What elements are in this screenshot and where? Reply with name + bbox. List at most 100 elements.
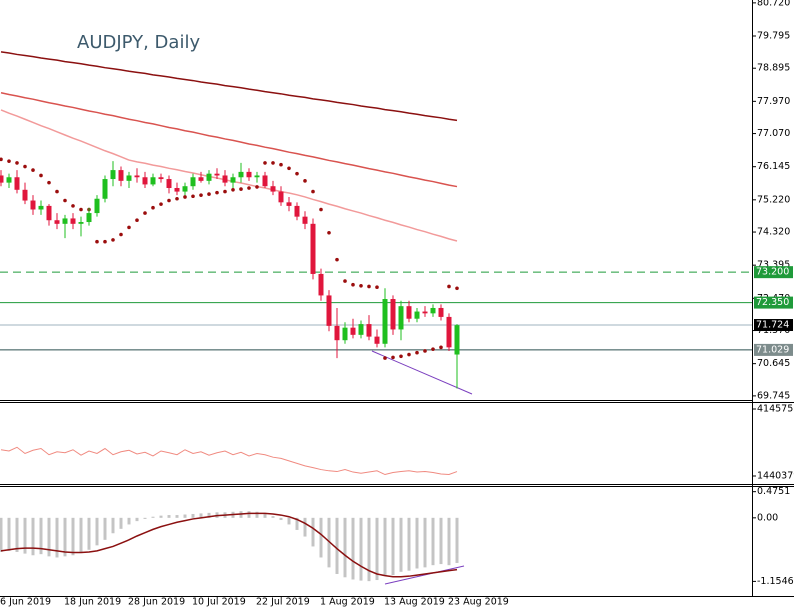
divergence-line (384, 565, 465, 585)
histogram-bar (423, 517, 427, 568)
sar-dot (231, 187, 235, 192)
candle-body (206, 173, 212, 181)
sar-dot (31, 168, 35, 172)
candle-body (46, 205, 52, 221)
sar-dot (295, 171, 299, 176)
histogram-bar (199, 513, 203, 518)
indicator-line (0, 51, 458, 122)
candle-body (166, 179, 172, 189)
sar-dot (183, 195, 187, 199)
sar-dot (55, 189, 59, 194)
x-tick-label: 10 Jul 2019 (192, 597, 246, 608)
candle-body (334, 325, 340, 341)
level-label: 72.350 (756, 297, 789, 308)
sar-dot (135, 218, 139, 223)
candle-body (174, 188, 180, 192)
y-tick-label: 79.795 (757, 30, 790, 41)
y-tick-label: 73.395 (757, 260, 790, 271)
histogram-bar (431, 517, 435, 566)
level-label: 71.724 (756, 320, 789, 331)
sar-dot (95, 239, 99, 244)
histogram-bar (279, 517, 283, 521)
sar-dot (151, 205, 155, 210)
sar-dot (287, 166, 291, 171)
candle-body (270, 186, 276, 192)
x-tick-label: 18 Jun 2019 (64, 597, 121, 608)
sar-dot (327, 230, 331, 235)
sar-dot (351, 282, 355, 287)
histogram-bar (415, 517, 419, 569)
histogram-bar (271, 516, 275, 518)
candle-body (446, 316, 452, 348)
histogram-bar (23, 517, 27, 554)
y-tick-label: 69.745 (757, 390, 790, 401)
y-tick-label: 78.895 (757, 63, 790, 74)
sar-dot (159, 202, 163, 206)
histogram-bar (151, 516, 155, 518)
candle-body (430, 307, 436, 314)
sar-dot (439, 345, 443, 350)
sar-dot (415, 350, 419, 355)
candle-body (102, 179, 108, 199)
histogram-bar (103, 517, 107, 540)
y-tick-label: 77.970 (757, 96, 790, 107)
candle-body (150, 177, 156, 185)
histogram-bar (63, 517, 67, 557)
histogram-bar (31, 517, 35, 556)
sar-dot (103, 239, 107, 244)
level-label-box (754, 343, 793, 356)
candle-body (38, 205, 44, 210)
candle-body (110, 170, 116, 180)
histogram-bar (0, 517, 3, 552)
sar-dot (0, 157, 3, 162)
histogram-bar (391, 517, 395, 576)
sar-dot (119, 232, 123, 237)
histogram-bar (55, 517, 59, 558)
y-tick-label: 74.320 (757, 227, 790, 238)
sar-dot (127, 225, 131, 230)
histogram-bar (7, 517, 11, 551)
sar-dot (71, 204, 75, 208)
candle-body (358, 324, 364, 335)
candle-body (246, 171, 252, 178)
candle-body (198, 177, 204, 181)
x-tick-label: 28 Jun 2019 (128, 597, 185, 608)
sar-dot (239, 187, 243, 191)
candle-body (230, 177, 236, 183)
y-tick-label: 76.145 (757, 161, 790, 172)
candle-body (62, 218, 68, 224)
histogram-bar (167, 515, 171, 518)
candle-body (390, 299, 396, 330)
volume-line (0, 446, 458, 476)
sar-dot (255, 185, 259, 189)
sar-dot (15, 161, 19, 165)
sar-dot (79, 207, 83, 212)
sar-dot (247, 186, 251, 190)
y-tick-label: 77.070 (757, 128, 790, 139)
histogram-bar (47, 517, 51, 557)
sar-dot (223, 189, 227, 194)
histogram-bar (119, 517, 123, 529)
candle-body (454, 325, 460, 355)
candle-body (54, 220, 60, 224)
candle-body (94, 198, 100, 214)
histogram-bar (247, 511, 251, 518)
indicator-line (0, 92, 458, 188)
candle-body (6, 177, 12, 183)
histogram-bar (303, 517, 307, 537)
y-tick-label: 1440379 (757, 470, 794, 481)
candle-body (366, 324, 372, 337)
x-tick-label: 1 Aug 2019 (320, 597, 375, 608)
candle-body (222, 175, 228, 183)
candle-body (142, 177, 148, 185)
histogram-bar (87, 517, 91, 550)
sar-dot (431, 347, 435, 351)
sar-dot (7, 159, 11, 163)
histogram-bar (71, 517, 75, 556)
candle-body (406, 306, 412, 319)
candle-body (182, 186, 188, 192)
sar-dot (359, 283, 363, 288)
histogram-bar (207, 512, 211, 518)
y-tick-label: 4145755 (757, 404, 794, 415)
